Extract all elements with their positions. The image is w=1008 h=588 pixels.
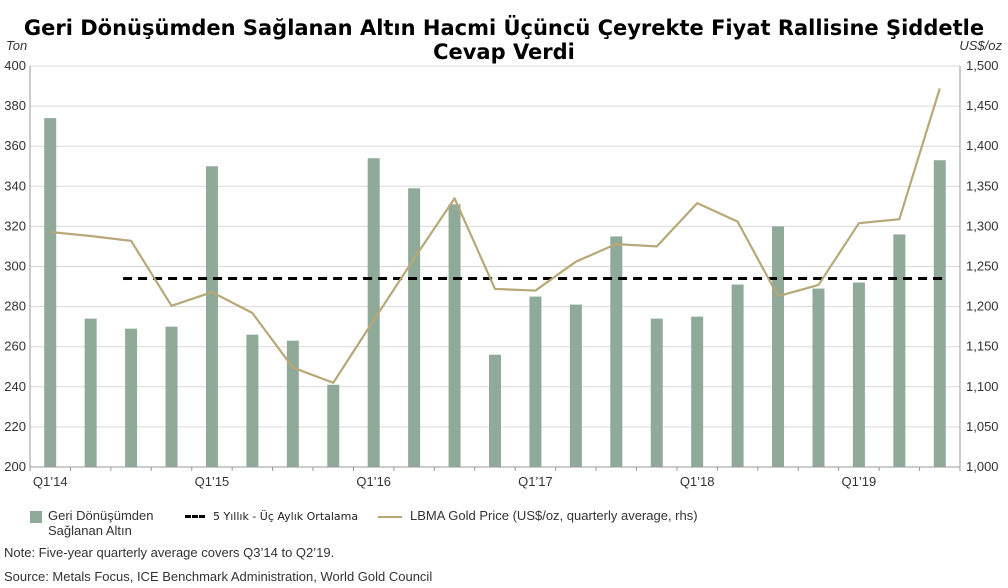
chart-source: Source: Metals Focus, ICE Benchmark Admi…: [4, 569, 433, 584]
axes: [29, 66, 961, 468]
right-axis-ticks: 1,000 1,050 1,100 1,150 1,200 1,250 1,300 1,350…: [966, 58, 999, 474]
left-tick-label: 300: [4, 259, 26, 274]
legend-average-swatch: [185, 515, 205, 519]
right-tick-label: 1,250: [966, 259, 999, 274]
bar-Q2'18: [731, 284, 744, 467]
left-tick-label: 320: [4, 218, 26, 233]
right-tick-label: 1,400: [966, 138, 999, 153]
bar-Q4'14: [165, 326, 178, 467]
bar-Q1'17: [529, 296, 542, 467]
x-tick-label: Q1’18: [680, 474, 715, 489]
price-line-series: [50, 88, 941, 384]
left-tick-label: 400: [4, 58, 26, 73]
bar-Q3'14: [125, 328, 138, 467]
bar-Q3'15: [286, 340, 299, 467]
chart-title: Geri Dönüşümden Sağlanan Altın Hacmi Üçü…: [23, 16, 985, 64]
x-tick-label: Q1’19: [842, 474, 877, 489]
legend-average-label: 5 Yıllık - Üç Aylık Ortalama: [213, 510, 359, 523]
bar-Q2'16: [408, 188, 421, 467]
bar-Q1'18: [691, 316, 704, 467]
right-tick-label: 1,350: [966, 178, 999, 193]
left-tick-label: 360: [4, 138, 26, 153]
bar-Q4'16: [489, 354, 501, 467]
left-tick-label: 280: [4, 299, 26, 314]
legend-price: LBMA Gold Price (US$/oz, quarterly avera…: [378, 508, 698, 523]
bar-Q3'19: [933, 160, 946, 468]
left-tick-label: 260: [4, 339, 26, 354]
price-line: [50, 88, 941, 384]
bar-Q1'19: [852, 282, 865, 467]
left-tick-label: 240: [4, 379, 26, 394]
left-tick-label: 200: [4, 459, 26, 474]
right-tick-label: 1,300: [966, 218, 999, 233]
right-tick-label: 1,450: [966, 98, 999, 113]
legend-bars: Geri Dönüşümden Sağlanan Altın: [30, 508, 154, 538]
bar-Q1'14: [44, 118, 57, 467]
left-tick-label: 220: [4, 419, 26, 434]
legend-price-swatch: [378, 515, 402, 518]
x-tick-label: Q1’14: [33, 474, 68, 489]
x-tick-label: Q1’16: [356, 474, 391, 489]
bar-Q3'16: [448, 204, 461, 467]
x-tick-label: Q1’15: [195, 474, 230, 489]
bar-Q1'15: [205, 166, 218, 467]
bar-Q1'16: [367, 158, 380, 468]
bars-series: [44, 118, 946, 468]
bar-Q2'14: [84, 318, 97, 467]
bar-Q3'17: [610, 236, 623, 467]
right-tick-label: 1,150: [966, 339, 999, 354]
bar-Q2'15: [246, 334, 259, 467]
bar-Q2'19: [893, 234, 906, 467]
right-tick-label: 1,000: [966, 459, 999, 474]
bar-Q4'17: [650, 318, 663, 467]
right-axis-unit: US$/oz: [959, 38, 1002, 53]
legend-average: 5 Yıllık - Üç Aylık Ortalama: [185, 508, 358, 523]
bar-Q3'18: [772, 226, 785, 467]
left-axis-ticks: 200 220 240 260 280 300 320 340 360 380 400: [4, 58, 26, 474]
right-tick-label: 1,500: [966, 58, 999, 73]
legend-bars-label-line2: Sağlanan Altın: [48, 523, 132, 538]
x-axis-ticks: Q1’14 Q1’15 Q1’16 Q1’17 Q1’18 Q1’19: [29, 467, 961, 489]
legend-bars-label-line1: Geri Dönüşümden: [48, 508, 154, 523]
left-axis-unit: Ton: [6, 38, 28, 53]
bar-Q4'15: [327, 384, 340, 467]
right-tick-label: 1,050: [966, 419, 999, 434]
left-tick-label: 340: [4, 178, 26, 193]
right-tick-label: 1,100: [966, 379, 999, 394]
bar-Q4'18: [812, 288, 825, 467]
bar-Q2'17: [569, 304, 582, 467]
right-tick-label: 1,200: [966, 299, 999, 314]
legend-price-label: LBMA Gold Price (US$/oz, quarterly avera…: [410, 508, 698, 523]
x-tick-label: Q1’17: [518, 474, 553, 489]
left-tick-label: 380: [4, 98, 26, 113]
legend-bars-swatch: [30, 511, 42, 523]
chart-note: Note: Five-year quarterly average covers…: [4, 545, 335, 560]
